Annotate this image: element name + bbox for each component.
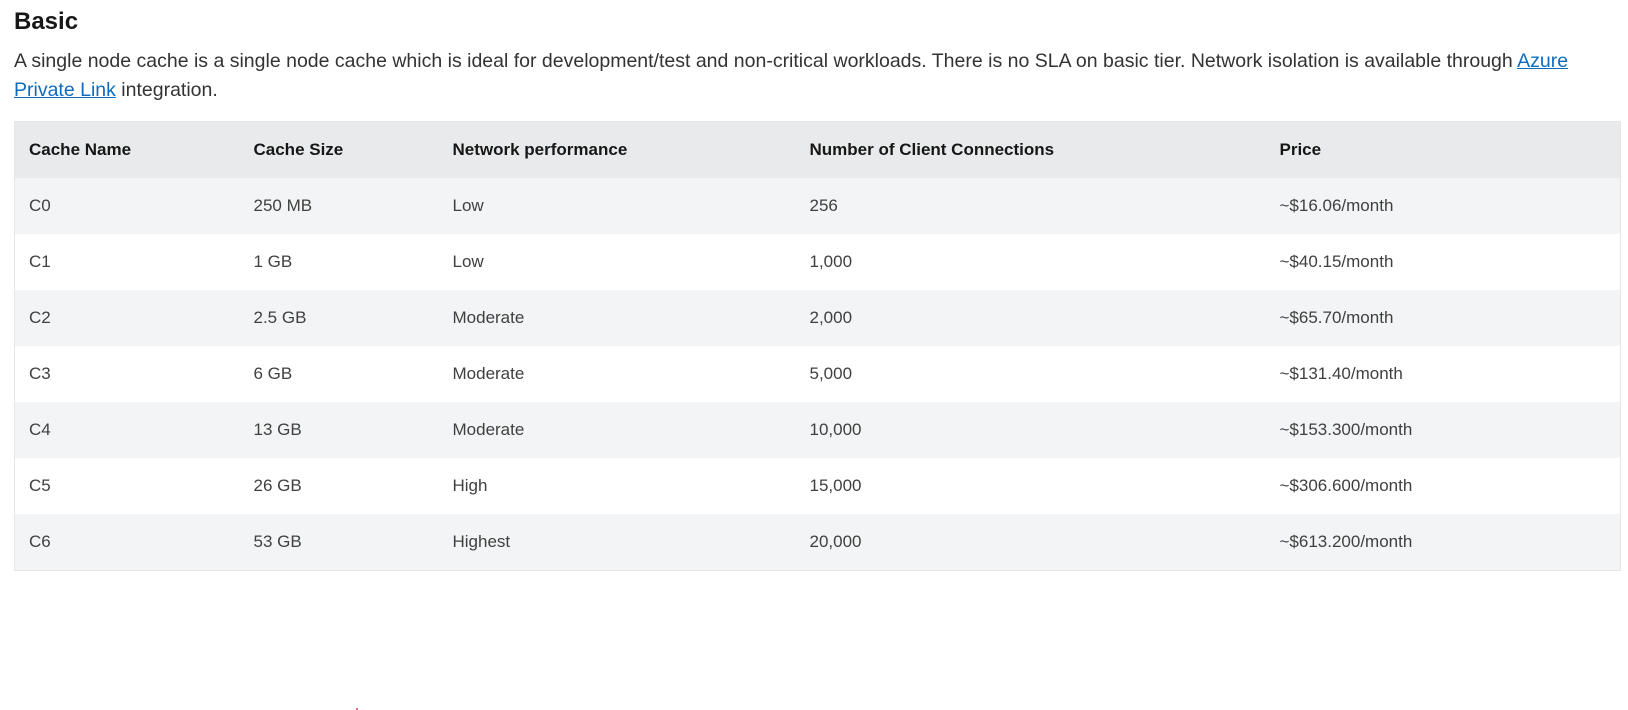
cell-cache-size: 26 GB [253, 476, 302, 495]
cell-price: ~$40.15/month [1279, 252, 1394, 271]
article-content: Basic A single node cache is a single no… [14, 0, 1621, 571]
cell-cache-size: 1 GB [253, 252, 293, 271]
cell-cache-name: C1 [29, 252, 51, 271]
cell-client-connections: 10,000 [809, 420, 862, 439]
cell-cache-name: C5 [29, 476, 51, 495]
header-client-connections: Number of Client Connections [809, 140, 1055, 159]
azure-private-link-link[interactable]: Azure Private Link [14, 50, 1569, 101]
cell-network-performance: Low [452, 196, 484, 215]
cell-network-performance: Moderate [452, 364, 525, 383]
cell-network-performance: Low [452, 252, 484, 271]
cell-network-performance: Highest [452, 532, 511, 551]
cell-client-connections: 2,000 [809, 308, 853, 327]
table-row: C5 26 GB High 15,000 ~$306.600/month [14, 458, 1621, 514]
cell-client-connections: 20,000 [809, 532, 862, 551]
cell-cache-size: 2.5 GB [253, 308, 307, 327]
description-text: A single node cache is a single node cac… [14, 50, 1518, 72]
header-cache-size: Cache Size [253, 140, 344, 159]
cell-network-performance: Moderate [452, 420, 525, 439]
cell-price: ~$16.06/month [1279, 196, 1394, 215]
cell-cache-name: C4 [29, 420, 51, 439]
cell-network-performance: Moderate [452, 308, 525, 327]
cell-client-connections: 1,000 [809, 252, 853, 271]
section-title: Basic [14, 8, 79, 35]
header-price: Price [1279, 140, 1322, 159]
section-description: A single node cache is a single node cac… [14, 47, 1620, 105]
header-cache-name: Cache Name [29, 140, 132, 159]
cache-pricing-table: Cache Name Cache Size Network performanc… [14, 121, 1621, 571]
table-row: C4 13 GB Moderate 10,000 ~$153.300/month [14, 402, 1621, 458]
cell-price: ~$65.70/month [1279, 308, 1394, 327]
cell-cache-name: C2 [29, 308, 51, 327]
cell-price: ~$613.200/month [1279, 532, 1413, 551]
cell-cache-name: C0 [29, 196, 51, 215]
table-header-row: Cache Name Cache Size Network performanc… [14, 121, 1621, 178]
table-row: C1 1 GB Low 1,000 ~$40.15/month [14, 234, 1621, 290]
cell-price: ~$306.600/month [1279, 476, 1413, 495]
cell-cache-name: C6 [29, 532, 51, 551]
cell-price: ~$153.300/month [1279, 420, 1413, 439]
cell-cache-name: C3 [29, 364, 51, 383]
cell-client-connections: 15,000 [809, 476, 862, 495]
table-row: C0 250 MB Low 256 ~$16.06/month [14, 178, 1621, 234]
table-row: C6 53 GB Highest 20,000 ~$613.200/month [14, 514, 1621, 571]
cell-cache-size: 53 GB [253, 532, 302, 551]
description-text-end: integration. [115, 79, 218, 101]
table-row: C2 2.5 GB Moderate 2,000 ~$65.70/month [14, 290, 1621, 346]
table-row: C3 6 GB Moderate 5,000 ~$131.40/month [14, 346, 1621, 402]
header-network-performance: Network performance [452, 140, 628, 159]
cell-cache-size: 13 GB [253, 420, 302, 439]
cell-price: ~$131.40/month [1279, 364, 1403, 383]
cell-network-performance: High [452, 476, 488, 495]
cell-cache-size: 250 MB [253, 196, 313, 215]
cell-client-connections: 5,000 [809, 364, 853, 383]
cell-cache-size: 6 GB [253, 364, 293, 383]
cell-client-connections: 256 [809, 196, 838, 215]
stray-dot-mark [356, 708, 358, 710]
